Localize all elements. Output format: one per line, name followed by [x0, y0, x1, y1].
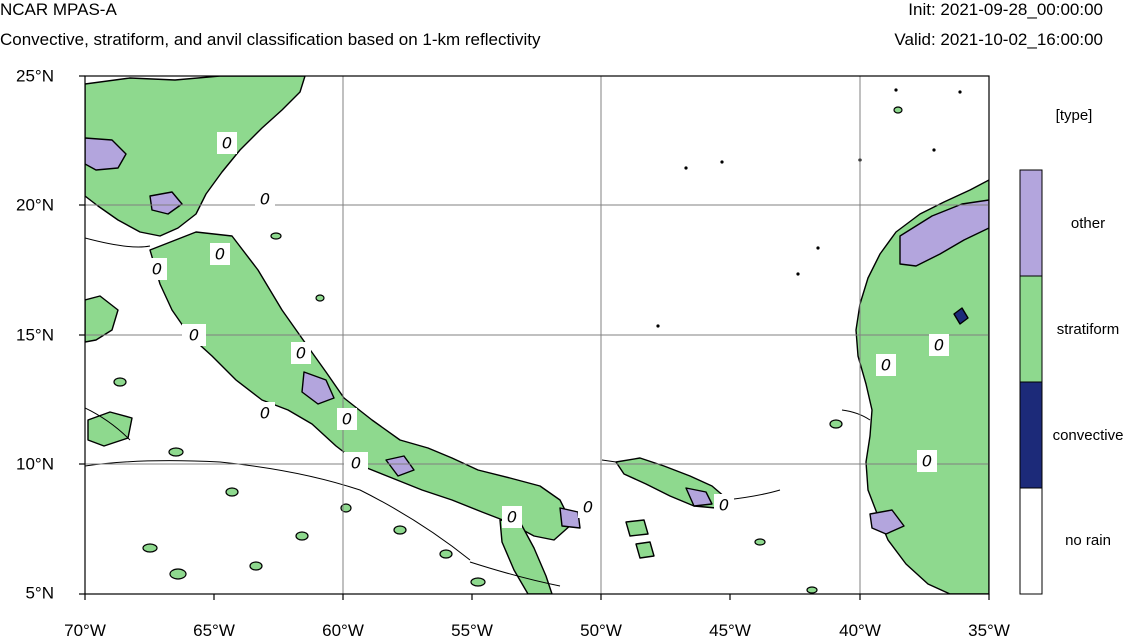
contour-label: 0 [189, 326, 199, 345]
legend-label-convective: convective [1053, 427, 1124, 444]
latitude-labels: 25°N 20°N 15°N 10°N 5°N [16, 66, 54, 602]
lon-label-60w: 60°W [322, 621, 364, 640]
map-title: NCAR MPAS-A [0, 0, 117, 19]
contour-label: 0 [922, 452, 932, 471]
lon-label-50w: 50°W [580, 621, 622, 640]
lon-label-45w: 45°W [709, 621, 751, 640]
contour-label: 0 [296, 344, 306, 363]
lon-label-65w: 65°W [193, 621, 235, 640]
lat-label-10n: 10°N [16, 454, 54, 473]
lat-label-20n: 20°N [16, 195, 54, 214]
legend-label-other: other [1071, 215, 1105, 232]
lon-label-55w: 55°W [451, 621, 493, 640]
contour-label: 0 [507, 508, 517, 527]
lon-label-35w: 35°W [968, 621, 1010, 640]
valid-time: Valid: 2021-10-02_16:00:00 [894, 30, 1103, 49]
contour-label: 0 [215, 245, 225, 264]
contour-label: 0 [881, 356, 891, 375]
legend-label-no-rain: no rain [1065, 532, 1111, 549]
rain-region-east-system [855, 179, 989, 594]
init-time: Init: 2021-09-28_00:00:00 [908, 0, 1103, 19]
contour-label: 0 [934, 336, 944, 355]
legend-label-stratiform: stratiform [1057, 321, 1120, 338]
contour-label: 0 [152, 260, 162, 279]
legend-swatch-other [1019, 169, 1043, 277]
scattered-cells [113, 106, 903, 594]
longitude-labels: 70°W 65°W 60°W 55°W 50°W 45°W 40°W 35°W [64, 621, 1010, 640]
gridlines [85, 76, 989, 594]
rain-region-northwest [85, 76, 306, 447]
lon-label-40w: 40°W [839, 621, 881, 640]
contour-label: 0 [342, 410, 352, 429]
legend-swatch-no-rain [1019, 487, 1043, 595]
legend: [type] other stratiform convective no ra… [1019, 107, 1124, 595]
legend-swatch-stratiform [1019, 275, 1043, 383]
rain-region-east-streak [615, 457, 727, 559]
lon-label-70w: 70°W [64, 621, 106, 640]
contour-label: 0 [222, 134, 232, 153]
plot-area: 0 0 0 0 0 0 0 0 0 0 0 0 0 0 [85, 76, 989, 594]
contour-label: 0 [260, 190, 270, 209]
lat-label-25n: 25°N [16, 66, 54, 85]
contour-label: 0 [260, 404, 270, 423]
legend-swatch-convective [1019, 381, 1043, 489]
axis-ticks [79, 75, 990, 600]
lat-label-5n: 5°N [25, 583, 54, 602]
contour-labels: 0 0 0 0 0 0 0 0 0 0 0 0 0 0 [147, 132, 949, 528]
lat-label-15n: 15°N [16, 325, 54, 344]
map-subtitle: Convective, stratiform, and anvil classi… [0, 30, 541, 49]
contour-label: 0 [719, 496, 729, 515]
legend-title: [type] [1056, 107, 1093, 124]
contour-label: 0 [583, 498, 593, 517]
contour-label: 0 [351, 454, 361, 473]
rain-region-central-band [149, 231, 581, 594]
